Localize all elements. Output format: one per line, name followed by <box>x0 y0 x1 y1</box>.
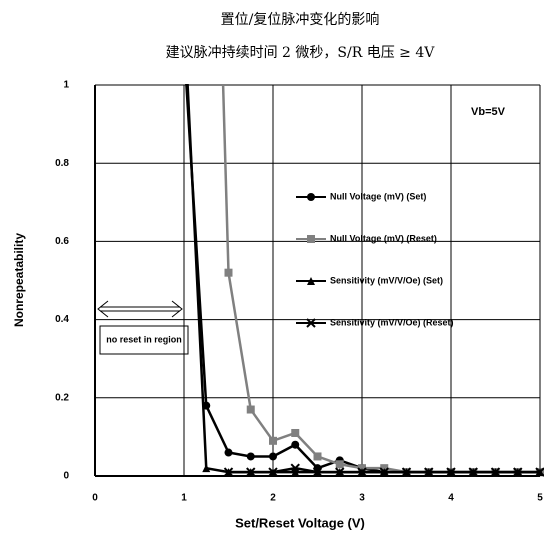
marker <box>312 467 323 477</box>
y-tick-label: 1 <box>63 80 69 91</box>
marker <box>269 436 277 445</box>
legend-label: Null Voltage (mV) (Reset) <box>330 233 437 243</box>
marker <box>180 7 188 15</box>
marker <box>424 467 434 477</box>
marker <box>468 467 478 477</box>
y-tick-label: 0 <box>63 471 69 482</box>
marker <box>223 467 234 477</box>
marker <box>268 467 278 477</box>
marker <box>313 452 322 461</box>
chart-title: 置位/复位脉冲变化的影响 <box>221 11 380 28</box>
marker <box>224 448 233 457</box>
marker <box>307 193 315 201</box>
marker <box>291 428 300 437</box>
marker <box>307 277 315 285</box>
x-axis-label: Set/Reset Voltage (V) <box>235 515 365 530</box>
marker <box>306 318 316 328</box>
marker <box>290 463 300 473</box>
marker <box>535 467 544 477</box>
marker <box>269 452 277 461</box>
marker <box>357 467 367 477</box>
y-tick-label: 0.6 <box>55 236 69 247</box>
x-tick-label: 2 <box>270 493 276 504</box>
chart-subtitle: 建议脉冲持续时间 2 微秒，S/R 电压 ≥ 4V <box>166 44 436 61</box>
marker <box>307 235 315 243</box>
marker <box>335 467 345 477</box>
x-tick-label: 1 <box>181 493 187 504</box>
y-tick-label: 0.8 <box>55 158 69 169</box>
marker <box>202 464 211 473</box>
x-tick-label: 0 <box>92 493 98 504</box>
marker <box>291 440 300 449</box>
marker <box>224 268 233 277</box>
marker <box>335 460 344 469</box>
marker <box>446 467 456 477</box>
x-tick-label: 4 <box>448 493 454 504</box>
marker <box>379 467 389 477</box>
marker <box>513 467 523 477</box>
x-tick-label: 3 <box>359 493 365 504</box>
plot-area <box>180 7 544 477</box>
marker <box>246 452 255 461</box>
x-tick-label: 5 <box>537 493 543 504</box>
annotation: no reset in region <box>106 334 182 344</box>
marker <box>490 467 501 477</box>
y-axis-label: Nonrepeatability <box>12 233 26 327</box>
y-tick-label: 0.4 <box>55 314 69 325</box>
marker <box>246 467 256 477</box>
marker <box>246 405 255 414</box>
annotation: Vb=5V <box>471 106 506 118</box>
legend-label: Null Voltage (mV) (Set) <box>330 191 426 201</box>
legend-label: Sensitivity (mV/V/Oe) (Reset) <box>330 317 454 327</box>
y-tick-label: 0.2 <box>55 392 69 403</box>
no-reset-arrow <box>97 300 189 355</box>
legend-label: Sensitivity (mV/V/Oe) (Set) <box>330 275 443 285</box>
marker <box>291 468 300 477</box>
marker <box>401 467 412 477</box>
